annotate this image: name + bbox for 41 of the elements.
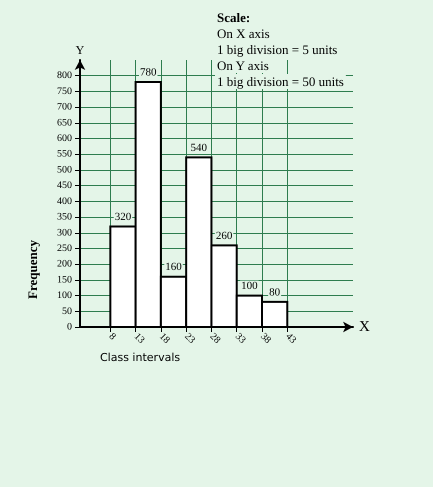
x-tick-label: 33 bbox=[232, 331, 248, 346]
y-tick-label: 300 bbox=[57, 227, 72, 238]
y-tick-label: 150 bbox=[57, 274, 72, 286]
data-label: 100 bbox=[241, 280, 258, 292]
y-tick-label: 100 bbox=[57, 290, 72, 302]
text: On X axis bbox=[217, 26, 270, 41]
data-label: 780 bbox=[140, 66, 157, 78]
y-tick-label: 200 bbox=[57, 258, 72, 270]
y-tick-label: 750 bbox=[57, 86, 72, 97]
annotation: 1 big division = 50 units bbox=[217, 74, 344, 89]
text: X bbox=[359, 319, 370, 335]
x-tick-label: 18 bbox=[157, 331, 172, 346]
y-tick-label: 250 bbox=[57, 242, 72, 254]
text: Y bbox=[76, 43, 85, 57]
data-label: 80 bbox=[269, 286, 281, 298]
y-tick-label: 650 bbox=[57, 117, 72, 128]
x-axis-title: Class intervals bbox=[100, 351, 180, 364]
data-label: 260 bbox=[216, 230, 233, 242]
y-tick-label: 0 bbox=[67, 322, 72, 332]
y-tick-label: 700 bbox=[57, 102, 72, 113]
y-tick-label: 800 bbox=[57, 70, 72, 82]
text: Scale: bbox=[217, 10, 250, 25]
y-tick-label: 400 bbox=[57, 196, 72, 207]
text: 1 big division = 5 units bbox=[217, 42, 338, 57]
data-label: 540 bbox=[190, 142, 208, 154]
y-tick-label: 550 bbox=[57, 148, 72, 160]
y-tick-label: 600 bbox=[57, 133, 72, 144]
y-tick-label: 50 bbox=[62, 306, 72, 317]
y-axis-title: Frequency bbox=[25, 240, 40, 299]
x-tick-label: 13 bbox=[132, 331, 147, 346]
y-tick-label: 350 bbox=[57, 212, 72, 223]
y-tick-label: 500 bbox=[57, 164, 72, 176]
annotation: On Y axis bbox=[217, 58, 269, 73]
data-label: 160 bbox=[165, 261, 182, 274]
x-tick-label: 43 bbox=[283, 331, 298, 346]
x-tick-label: 38 bbox=[258, 331, 273, 346]
x-tick-label: 28 bbox=[208, 331, 222, 346]
data-label: 320 bbox=[114, 210, 132, 223]
x-tick-label: 8 bbox=[106, 331, 118, 342]
y-tick-label: 450 bbox=[57, 180, 72, 192]
x-tick-label: 23 bbox=[182, 331, 198, 346]
